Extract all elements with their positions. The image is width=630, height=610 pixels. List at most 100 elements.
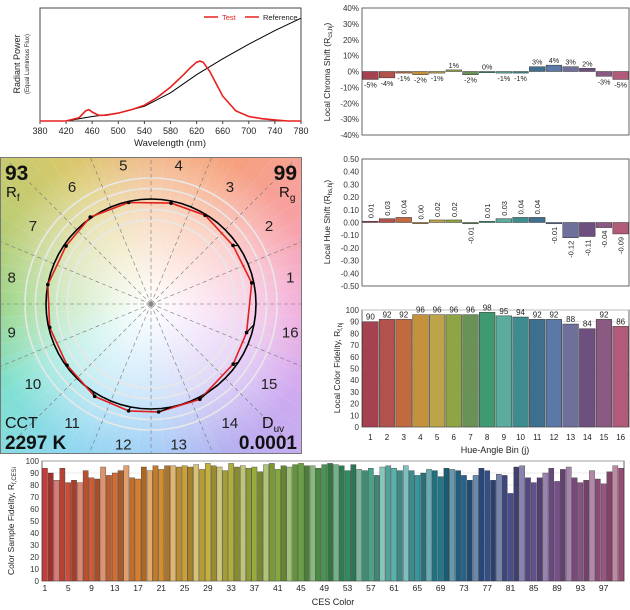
fidelity-y-label: Local Color Fidelity, Rf,hj	[332, 323, 344, 414]
y-tick-label: 40	[350, 376, 359, 385]
ces-bar	[280, 465, 287, 582]
bar-value-label: 0.03	[500, 201, 509, 216]
bar-12	[545, 64, 562, 72]
bar-1	[362, 220, 379, 223]
ces-x-tick-label: 69	[436, 583, 446, 593]
ces-bar	[205, 463, 211, 582]
hue-bin-label: 7	[29, 218, 37, 235]
bar-3	[395, 319, 412, 428]
ces-bar	[199, 469, 205, 582]
spd-x-tick-label: 500	[111, 126, 126, 136]
ces-bar	[531, 482, 537, 582]
bar-14	[579, 328, 596, 428]
bar-11	[529, 217, 546, 223]
bar-value-label: 92	[399, 310, 408, 319]
bin-divider	[150, 157, 213, 305]
spd-chart: 380 420 460 500 540 580 620 660 700 740 780 Test R…	[12, 7, 309, 149]
ces-bar	[47, 472, 54, 582]
ces-x-tick-label: 57	[366, 583, 376, 593]
ces-bar	[135, 478, 141, 582]
ces-bar	[577, 482, 584, 582]
bar-5	[429, 71, 446, 74]
svg-text:Duv: Duv	[262, 415, 284, 435]
arrow-head	[92, 394, 97, 399]
y-tick-label: -20%	[340, 99, 359, 108]
ces-bar	[519, 465, 525, 582]
bar-10	[512, 217, 529, 223]
ces-bar	[414, 475, 421, 582]
ces-bar	[507, 493, 514, 582]
ces-bar	[228, 463, 234, 582]
ces-bar	[548, 468, 555, 582]
bar-10	[512, 71, 529, 74]
ces-x-tick-label: 25	[180, 583, 190, 593]
ces-bars	[42, 463, 624, 582]
ces-bar	[59, 468, 66, 582]
arrow-head	[156, 410, 161, 414]
arrow-head	[198, 397, 202, 402]
cct-label: CCT	[5, 415, 38, 432]
bar-13	[562, 323, 579, 428]
bar-value-label: 0.00	[416, 205, 425, 220]
x-tick-label: 14	[583, 433, 592, 442]
spd-plot-frame	[39, 7, 302, 122]
y-tick-label: -0.20	[341, 244, 360, 253]
ces-bar	[449, 469, 456, 582]
bar-7	[462, 314, 479, 428]
bar-value-label: 92	[383, 310, 392, 319]
y-tick-label: -10%	[340, 83, 359, 92]
y-tick-label: 0.50	[343, 155, 359, 164]
chroma-shift-chart: 40%30%20%10%0%-10%-20%-30%-40% -5% -4%-1%…	[322, 4, 630, 140]
bar-value-label: -5%	[364, 80, 377, 89]
bar-3	[395, 217, 412, 223]
hue-y-sub: hs,hj	[328, 183, 334, 196]
ces-bar	[571, 477, 578, 582]
ces-bar	[565, 466, 572, 582]
ces-bar	[461, 475, 467, 582]
ces-x-tick-label: 65	[413, 583, 423, 593]
ces-bar	[123, 465, 130, 582]
bar-7	[462, 222, 479, 225]
y-tick-label: -0.40	[341, 269, 360, 278]
bar-value-label: 84	[583, 320, 592, 329]
y-tick-label: 70	[350, 341, 359, 350]
ces-bar	[158, 469, 165, 582]
bar-13	[562, 66, 579, 72]
bar-value-label: 90	[366, 313, 375, 322]
bar-value-label: 95	[499, 307, 508, 316]
ces-bar	[583, 480, 589, 582]
bar-value-label: 0.04	[400, 200, 409, 215]
hue-bin-label: 8	[8, 269, 16, 286]
bar-16	[612, 71, 629, 80]
ces-bar	[420, 472, 426, 582]
hue-bin-label: 12	[115, 436, 132, 453]
ces-bar	[333, 464, 339, 582]
spd-x-tick-label: 740	[267, 126, 282, 136]
bar-11	[529, 66, 546, 72]
x-tick-label: 5	[435, 433, 440, 442]
ces-bar	[71, 480, 77, 582]
ces-bar	[257, 471, 264, 582]
bar-9	[495, 218, 512, 223]
hue-bin-label: 5	[119, 158, 127, 175]
bar-16	[612, 222, 629, 235]
spd-x-label: Wavelength (nm)	[134, 138, 206, 149]
bar-value-label: -0.12	[567, 241, 576, 258]
spd-legend: Test Reference	[204, 13, 298, 22]
y-tick-label: 0	[355, 423, 360, 432]
y-tick-label: -0.30	[341, 257, 360, 266]
ces-bar	[106, 475, 112, 582]
bar-value-label: 0.02	[433, 202, 442, 217]
ces-x-tick-label: 97	[599, 583, 609, 593]
ces-bar	[210, 465, 217, 582]
hue-shift-arrows	[46, 200, 255, 414]
y-tick-label: 0.30	[343, 180, 359, 189]
bar-value-label: -0.11	[583, 239, 592, 256]
bar-11	[529, 319, 546, 428]
bar-9	[495, 315, 512, 428]
ces-bar	[42, 468, 48, 582]
ces-bar	[344, 470, 351, 582]
svg-text:Rf: Rf	[6, 184, 20, 204]
bar-14	[579, 68, 596, 72]
